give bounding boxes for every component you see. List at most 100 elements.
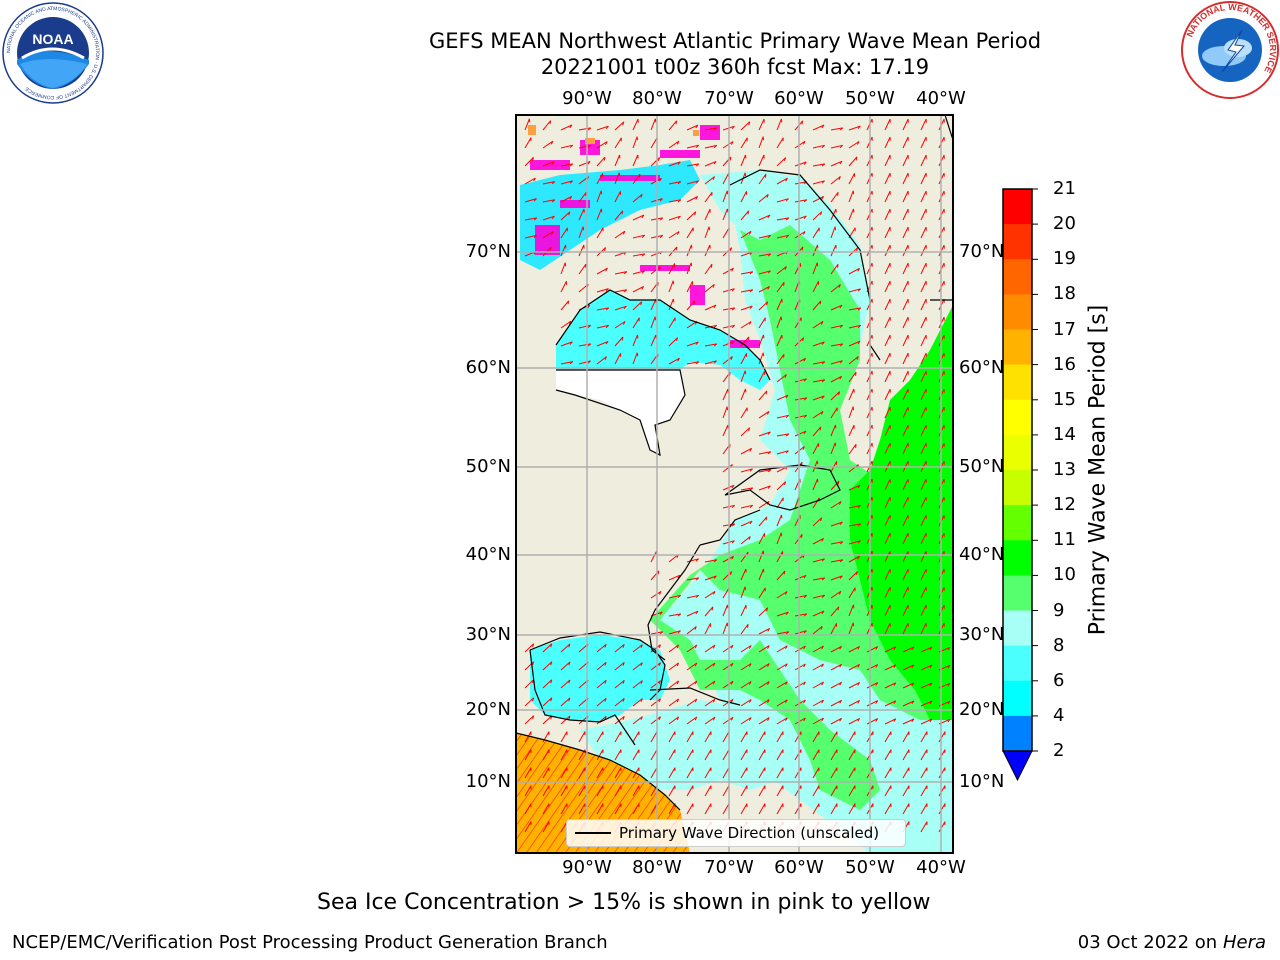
wave-arrow: [920, 136, 927, 149]
wave-arrow: [830, 480, 840, 491]
wave-arrow-head: [803, 430, 807, 435]
wave-arrow: [830, 785, 838, 797]
wave-arrow-head: [821, 144, 826, 148]
wave-arrow-head: [568, 643, 571, 648]
wave-arrow: [578, 244, 585, 257]
wave-arrow-head: [767, 485, 771, 489]
wave-arrow-head: [785, 631, 790, 635]
wave-arrow: [812, 211, 823, 221]
wave-arrow: [884, 749, 892, 761]
wave-arrow: [704, 698, 716, 707]
wave-arrow-head: [802, 337, 805, 342]
wave-arrow: [884, 208, 891, 221]
wave-arrow-head: [550, 697, 553, 702]
wave-arrow-head: [712, 698, 716, 703]
wave-arrow: [524, 749, 532, 761]
wave-arrow: [740, 388, 746, 401]
wave-arrow-head: [730, 247, 733, 252]
wave-arrow-head: [605, 307, 610, 311]
wave-arrow: [686, 211, 697, 221]
wave-arrow: [812, 517, 823, 527]
wave-arrow-head: [762, 550, 765, 555]
lat-label-right: 40°N: [959, 544, 1005, 565]
wave-arrow: [740, 681, 752, 689]
colorbar-tick-label: 19: [1053, 248, 1076, 270]
wave-arrow: [686, 180, 699, 185]
wave-arrow-head: [532, 157, 534, 161]
wave-arrow: [776, 785, 784, 797]
wave-arrow-head: [659, 611, 663, 615]
wave-arrow-head: [875, 664, 879, 668]
wave-arrow: [902, 298, 909, 311]
colorbar-tick-label: 11: [1053, 529, 1076, 551]
wave-arrow-head: [803, 595, 808, 599]
wave-arrow: [812, 610, 825, 617]
wave-arrow-head: [711, 606, 714, 611]
wave-arrow-head: [712, 176, 715, 181]
wave-arrow-head: [748, 121, 751, 126]
wave-arrow-head: [695, 196, 699, 200]
wave-arrow: [596, 679, 607, 689]
wave-arrow: [722, 587, 730, 599]
wave-arrow: [902, 731, 910, 743]
wave-arrow-head: [713, 575, 717, 579]
wave-arrow: [740, 551, 749, 563]
wave-arrow: [578, 731, 586, 743]
colorbar-tick-label: 17: [1053, 318, 1076, 340]
wave-arrow: [722, 388, 729, 401]
wave-arrow: [686, 144, 699, 149]
wave-arrow: [902, 604, 909, 617]
wave-arrow: [884, 226, 891, 239]
wave-arrow: [758, 731, 766, 743]
wave-arrow: [614, 785, 622, 797]
wave-arrow: [560, 697, 571, 707]
wave-arrow: [884, 424, 891, 437]
wave-arrow: [632, 193, 643, 203]
wave-arrow-head: [839, 646, 843, 650]
wave-arrow: [560, 361, 573, 365]
wave-arrow: [830, 541, 843, 545]
wave-arrow: [560, 643, 571, 653]
wave-arrow: [848, 156, 858, 167]
wave-arrow: [776, 374, 787, 383]
wave-arrow: [920, 532, 927, 545]
wave-arrow: [704, 343, 717, 347]
wave-arrow-head: [641, 234, 646, 238]
wave-arrow: [722, 141, 734, 149]
wave-arrow-head: [622, 698, 625, 702]
wave-arrow: [794, 717, 806, 725]
wave-arrow: [650, 716, 661, 725]
wave-arrow: [524, 157, 534, 167]
wave-arrow: [740, 230, 752, 239]
wave-arrow-head: [659, 631, 664, 635]
wave-arrow-head: [749, 271, 754, 275]
wave-arrow-head: [532, 697, 535, 702]
wave-arrow-head: [875, 700, 879, 704]
wave-arrow: [758, 681, 770, 689]
wave-arrow: [596, 190, 602, 203]
wave-arrow: [920, 586, 927, 599]
wave-arrow: [812, 195, 824, 203]
wave-arrow-head: [677, 594, 682, 598]
wave-arrow: [704, 749, 712, 761]
colorbar-tick-label: 16: [1053, 353, 1076, 375]
wave-arrow: [542, 161, 555, 167]
wave-arrow: [560, 767, 568, 779]
wave-arrow-head: [713, 360, 717, 364]
wave-arrow-head: [641, 270, 645, 274]
wave-arrow: [902, 154, 909, 167]
wave-arrow-head: [600, 190, 603, 195]
wave-arrow: [920, 172, 927, 185]
wave-arrow-head: [713, 127, 718, 131]
wave-arrow-head: [766, 607, 769, 612]
wave-arrow: [650, 157, 660, 167]
wave-arrow: [920, 664, 933, 671]
wave-arrow-head: [658, 266, 661, 271]
wave-arrow: [812, 180, 825, 185]
wave-arrow: [920, 226, 927, 239]
wave-arrow: [830, 360, 843, 365]
wave-arrow: [650, 298, 657, 311]
wave-arrow: [794, 181, 807, 185]
wave-arrow: [920, 442, 927, 455]
unfilled-region: [556, 370, 685, 455]
